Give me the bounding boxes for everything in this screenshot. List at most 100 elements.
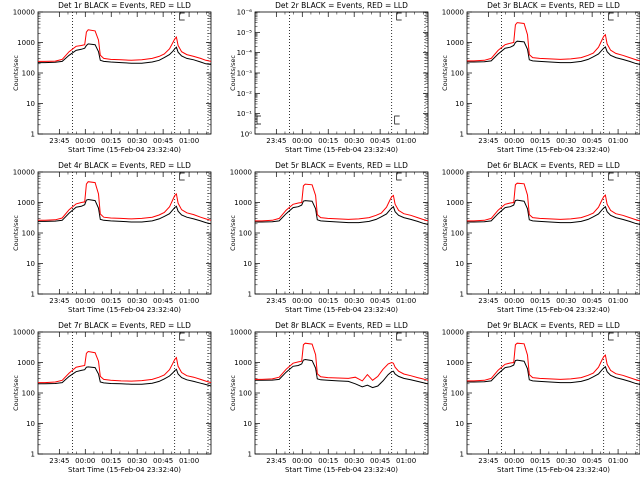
y-tick-label: 100 xyxy=(22,390,35,398)
y-tick-label: 1 xyxy=(460,131,464,139)
bracket-glyph xyxy=(179,12,185,21)
bracket-glyph xyxy=(179,332,185,341)
x-tick-label: 01:00 xyxy=(608,297,628,305)
y-tick-label: 100 xyxy=(451,70,464,78)
x-axis-label: Start Time (15-Feb-04 23:32:40) xyxy=(68,466,181,474)
series-line-lld xyxy=(467,342,640,382)
y-tick-label: 100 xyxy=(22,230,35,238)
y-tick-label: 10⁻² xyxy=(237,90,253,98)
y-tick-label: 1 xyxy=(460,291,464,299)
x-axis-label: Start Time (15-Feb-04 23:32:40) xyxy=(497,146,610,154)
series-line-events xyxy=(38,366,212,387)
x-tick-label: 01:00 xyxy=(179,457,199,465)
plot-frame xyxy=(466,331,640,455)
y-axis-label: Counts/sec xyxy=(441,215,449,251)
detector-panel-2: Det 2r BLACK = Events, RED = LLD 10⁰ 10⁻¹ 1… xyxy=(229,1,429,154)
y-tick-label: 1000 xyxy=(234,359,252,367)
y-tick-label: 10000 xyxy=(442,329,464,337)
y-tick-label: 1000 xyxy=(17,199,35,207)
detector-panel-5: Det 5r BLACK = Events, RED = LLD 1 10 100 10… xyxy=(229,161,429,314)
x-tick-label: 00:45 xyxy=(153,297,173,305)
x-tick-label: 01:00 xyxy=(608,457,628,465)
y-tick-label: 1 xyxy=(460,451,464,459)
y-tick-label: 1 xyxy=(31,451,35,459)
y-tick-label: 1 xyxy=(248,451,252,459)
x-tick-label: 00:15 xyxy=(101,137,121,145)
x-tick-label: 00:15 xyxy=(101,457,121,465)
y-tick-label: 100 xyxy=(239,390,252,398)
y-tick-label: 10 xyxy=(243,260,252,268)
series-line-events xyxy=(255,200,429,225)
bracket-glyph xyxy=(396,172,402,181)
bracket-glyph xyxy=(396,332,402,341)
chart-title: Det 4r BLACK = Events, RED = LLD xyxy=(58,161,191,170)
y-tick-label: 10⁻³ xyxy=(237,70,253,78)
x-axis-label: Start Time (15-Feb-04 23:32:40) xyxy=(497,466,610,474)
x-tick-label: 00:45 xyxy=(582,297,602,305)
y-tick-label: 1000 xyxy=(17,359,35,367)
x-tick-label: 00:45 xyxy=(370,297,390,305)
y-tick-label: 10⁻⁴ xyxy=(237,49,253,57)
chart-title: Det 2r BLACK = Events, RED = LLD xyxy=(275,1,408,10)
x-tick-label: 01:00 xyxy=(179,297,199,305)
x-tick-label: 00:15 xyxy=(101,297,121,305)
y-tick-label: 100 xyxy=(22,70,35,78)
series-line-lld xyxy=(38,350,212,384)
y-tick-label: 10000 xyxy=(230,169,252,177)
y-tick-label: 100 xyxy=(239,230,252,238)
plot-frame xyxy=(254,171,429,295)
x-tick-label: 23:45 xyxy=(266,457,286,465)
detector-panel-9: Det 9r BLACK = Events, RED = LLD 1 10 100 10… xyxy=(441,321,640,474)
x-axis-label: Start Time (15-Feb-04 23:32:40) xyxy=(285,146,398,154)
x-tick-label: 01:00 xyxy=(179,137,199,145)
series-line-events xyxy=(38,198,212,225)
x-tick-label: 01:00 xyxy=(396,137,416,145)
y-axis-label: Counts/sec xyxy=(229,55,237,91)
y-tick-label: 10⁻¹ xyxy=(237,110,253,118)
x-axis-label: Start Time (15-Feb-04 23:32:40) xyxy=(68,146,181,154)
detector-panel-4: Det 4r BLACK = Events, RED = LLD 1 10 100 10… xyxy=(12,161,212,314)
series-line-events xyxy=(467,359,640,385)
y-tick-label: 10 xyxy=(26,100,35,108)
x-axis-label: Start Time (15-Feb-04 23:32:40) xyxy=(285,466,398,474)
y-tick-label: 100 xyxy=(451,390,464,398)
x-tick-label: 01:00 xyxy=(396,457,416,465)
plot-frame xyxy=(466,171,640,295)
x-tick-label: 00:45 xyxy=(370,137,390,145)
x-tick-label: 23:45 xyxy=(266,297,286,305)
y-axis-label: Counts/sec xyxy=(229,215,237,251)
plot-frame xyxy=(254,331,429,455)
bracket-glyph xyxy=(608,12,614,21)
detector-panel-3: Det 3r BLACK = Events, RED = LLD 1 10 100 10… xyxy=(441,1,640,154)
x-tick-label: 00:30 xyxy=(344,297,364,305)
series-line-lld xyxy=(38,29,212,62)
y-tick-label: 1000 xyxy=(234,199,252,207)
x-tick-label: 00:15 xyxy=(530,457,550,465)
bracket-glyph xyxy=(608,332,614,341)
y-tick-label: 1000 xyxy=(446,39,464,47)
y-tick-label: 10 xyxy=(26,420,35,428)
x-tick-label: 00:00 xyxy=(504,137,524,145)
y-tick-label: 10 xyxy=(455,420,464,428)
y-tick-label: 10000 xyxy=(13,169,35,177)
series-line-events xyxy=(467,40,640,65)
x-tick-label: 00:45 xyxy=(582,457,602,465)
y-tick-label: 10000 xyxy=(442,9,464,17)
bracket-glyph xyxy=(179,172,185,181)
x-tick-label: 00:00 xyxy=(75,457,95,465)
series-line-lld xyxy=(255,183,429,222)
plot-frame xyxy=(37,331,212,455)
x-tick-label: 00:30 xyxy=(127,457,147,465)
y-axis-label: Counts/sec xyxy=(12,375,20,411)
y-tick-label: 10 xyxy=(26,260,35,268)
x-tick-label: 00:00 xyxy=(504,297,524,305)
y-tick-label: 10000 xyxy=(13,9,35,17)
x-tick-label: 00:00 xyxy=(504,457,524,465)
y-tick-label: 10 xyxy=(455,260,464,268)
plot-frame xyxy=(466,11,640,135)
x-tick-label: 00:00 xyxy=(75,137,95,145)
chart-title: Det 5r BLACK = Events, RED = LLD xyxy=(275,161,408,170)
x-tick-label: 00:30 xyxy=(556,297,576,305)
chart-title: Det 9r BLACK = Events, RED = LLD xyxy=(487,321,620,330)
x-tick-label: 23:45 xyxy=(478,137,498,145)
